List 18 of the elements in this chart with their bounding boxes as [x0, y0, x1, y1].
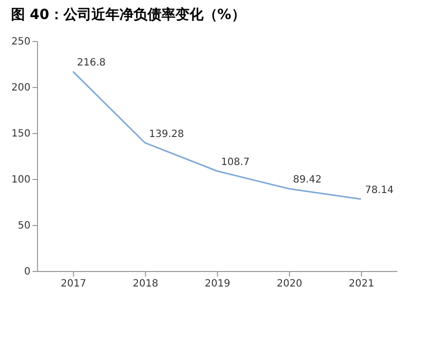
y-tick-label: 0	[24, 266, 30, 278]
data-label: 78.14	[365, 185, 394, 196]
y-tick-label: 200	[11, 82, 30, 94]
x-tick-label: 2017	[60, 278, 86, 290]
data-label: 216.8	[77, 58, 106, 69]
data-label: 139.28	[149, 128, 184, 140]
x-tick-label: 2018	[132, 278, 158, 290]
chart-title: 图 40：公司近年净负债率变化（%）	[10, 6, 246, 23]
data-label: 108.7	[221, 156, 250, 168]
x-tick-label: 2021	[348, 278, 374, 290]
x-tick-label: 2019	[204, 278, 230, 290]
y-tick-label: 250	[11, 36, 30, 48]
line-series	[72, 70, 362, 200]
x-tick-label: 2020	[276, 278, 302, 290]
y-tick-label: 50	[18, 220, 30, 232]
y-tick-label: 100	[11, 174, 30, 186]
data-label: 89.42	[293, 174, 322, 186]
y-tick-label: 150	[11, 128, 30, 140]
